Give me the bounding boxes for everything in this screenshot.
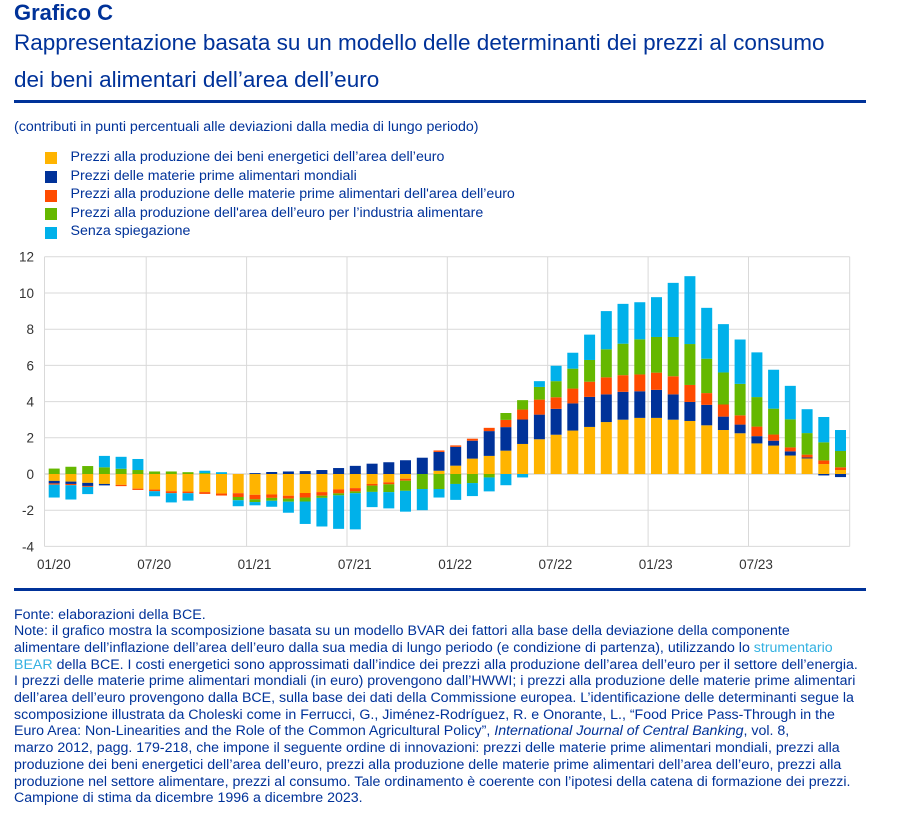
svg-text:01/22: 01/22 — [438, 557, 472, 572]
svg-text:6: 6 — [26, 358, 34, 373]
svg-text:-4: -4 — [22, 539, 34, 554]
svg-text:07/21: 07/21 — [338, 557, 372, 572]
svg-text:07/20: 07/20 — [137, 557, 171, 572]
svg-text:8: 8 — [26, 322, 34, 337]
svg-text:4: 4 — [26, 395, 34, 410]
svg-text:2: 2 — [26, 431, 34, 446]
svg-text:07/22: 07/22 — [539, 557, 573, 572]
svg-text:10: 10 — [19, 286, 34, 301]
svg-text:12: 12 — [19, 250, 34, 265]
svg-text:01/23: 01/23 — [639, 557, 673, 572]
svg-text:0: 0 — [26, 467, 34, 482]
svg-text:07/23: 07/23 — [739, 557, 773, 572]
svg-text:-2: -2 — [22, 503, 34, 518]
svg-text:01/21: 01/21 — [238, 557, 272, 572]
svg-text:01/20: 01/20 — [37, 557, 71, 572]
